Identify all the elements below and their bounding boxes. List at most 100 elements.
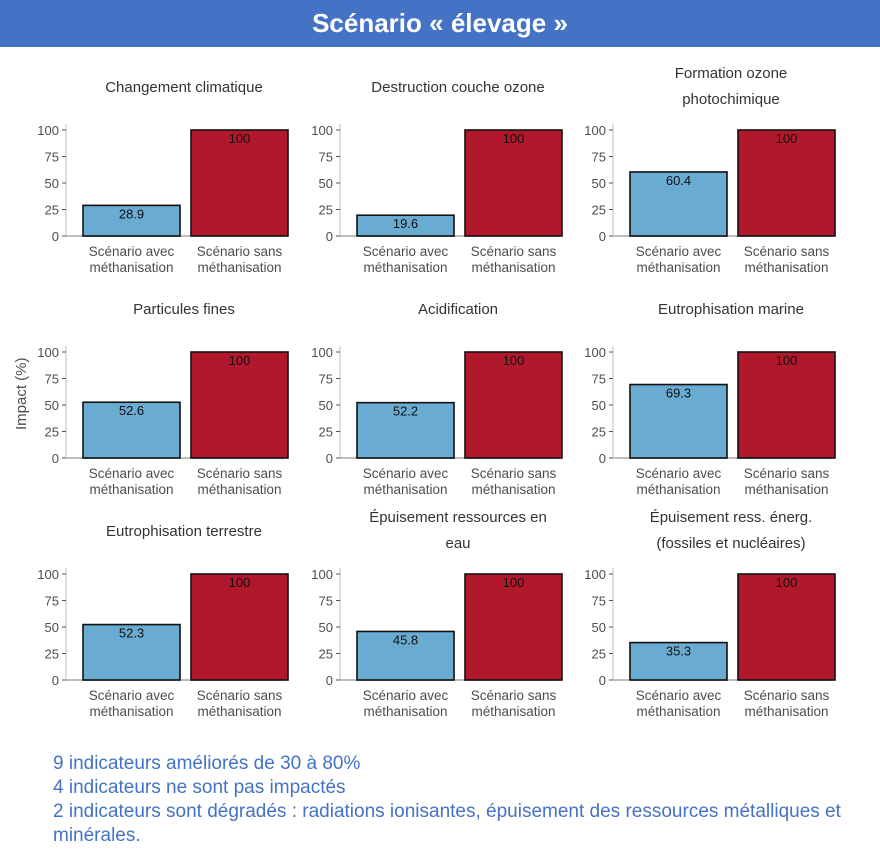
chart-panel: Épuisement ress. énerg. (fossiles et nucl… (584, 509, 836, 719)
chart-title: Changement climatique (105, 79, 263, 96)
x-tick-label: méthanisation (471, 260, 555, 275)
x-tick-label: Scénario sans (197, 244, 283, 259)
y-tick-label: 50 (592, 398, 606, 413)
y-tick-label: 25 (592, 425, 606, 440)
chart-title: Eutrophisation marine (658, 301, 804, 318)
x-tick-label: méthanisation (636, 260, 720, 275)
x-tick-label: Scénario avec (89, 466, 175, 481)
bar-value-label: 52.6 (119, 403, 144, 418)
bar-value-label: 100 (776, 353, 798, 368)
x-tick-label: méthanisation (89, 704, 173, 719)
y-tick-label: 50 (592, 176, 606, 191)
note-unaffected: 4 indicateurs ne sont pas impactés (53, 777, 346, 798)
chart-panel: Changement climatique 0 25 50 75 100 28.9 Scéna… (37, 79, 289, 275)
chart-panel: Eutrophisation marine 0 25 50 75 100 69.3 Scéna… (584, 301, 836, 497)
x-tick-label: Scénario sans (744, 466, 830, 481)
x-tick-label: Scénario avec (363, 466, 449, 481)
bar-value-label: 100 (776, 575, 798, 590)
chart-panel: Épuisement ressources en eau 0 25 50 75 100 45.… (311, 509, 563, 719)
x-tick-label: Scénario sans (197, 466, 283, 481)
x-tick-label: Scénario sans (744, 688, 830, 703)
y-tick-label: 25 (45, 647, 59, 662)
y-tick-label: 100 (311, 567, 333, 582)
y-tick-label: 100 (311, 123, 333, 138)
bar-without-methanisation (190, 573, 289, 681)
y-tick-label: 50 (319, 176, 333, 191)
x-tick-label: Scénario sans (744, 244, 830, 259)
bar-with-methanisation (356, 630, 455, 681)
y-tick-label: 75 (592, 372, 606, 387)
bar-without-methanisation (190, 129, 289, 237)
y-tick-label: 75 (319, 150, 333, 165)
x-tick-label: méthanisation (636, 482, 720, 497)
y-tick-label: 25 (319, 425, 333, 440)
x-tick-label: Scénario avec (636, 466, 722, 481)
y-tick-label: 75 (592, 150, 606, 165)
y-tick-label: 75 (319, 372, 333, 387)
note-degraded: 2 indicateurs sont dégradés : radiations… (53, 801, 841, 846)
y-tick-label: 50 (319, 620, 333, 635)
x-tick-label: méthanisation (471, 482, 555, 497)
y-tick-label: 75 (45, 372, 59, 387)
x-tick-label: méthanisation (744, 482, 828, 497)
x-tick-label: Scénario sans (471, 688, 557, 703)
y-tick-label: 100 (311, 345, 333, 360)
chart-panel: Acidification 0 25 50 75 100 52.2 Scénario avec… (311, 301, 563, 497)
bar-without-methanisation (464, 129, 563, 237)
x-tick-label: Scénario avec (89, 688, 175, 703)
bar-with-methanisation (356, 401, 455, 459)
x-tick-label: méthanisation (197, 260, 281, 275)
bar-value-label: 19.6 (393, 216, 418, 231)
x-tick-label: méthanisation (471, 704, 555, 719)
x-tick-label: Scénario sans (471, 244, 557, 259)
y-tick-label: 25 (45, 425, 59, 440)
y-tick-label: 75 (319, 594, 333, 609)
y-tick-label: 25 (45, 203, 59, 218)
y-tick-label: 75 (592, 594, 606, 609)
x-tick-label: méthanisation (197, 704, 281, 719)
chart-title: Destruction couche ozone (371, 79, 544, 96)
y-tick-label: 25 (592, 203, 606, 218)
bar-without-methanisation (737, 129, 836, 237)
y-tick-label: 25 (592, 647, 606, 662)
bar-value-label: 28.9 (119, 206, 144, 221)
bar-value-label: 100 (503, 353, 525, 368)
x-tick-label: méthanisation (363, 704, 447, 719)
charts-grid: Changement climatique 0 25 50 75 100 28.9 Scéna… (37, 65, 836, 719)
chart-title: Épuisement ress. énerg. (650, 509, 813, 526)
y-tick-label: 100 (37, 345, 59, 360)
y-tick-label: 50 (45, 176, 59, 191)
y-tick-label: 0 (326, 451, 333, 466)
x-tick-label: Scénario avec (89, 244, 175, 259)
bar-value-label: 100 (229, 353, 251, 368)
y-tick-label: 100 (584, 567, 606, 582)
bar-value-label: 35.3 (666, 644, 691, 659)
y-tick-label: 50 (319, 398, 333, 413)
y-tick-label: 0 (599, 229, 606, 244)
chart-panel: Destruction couche ozone 0 25 50 75 100 19.6 Sc… (311, 79, 563, 275)
x-tick-label: méthanisation (744, 704, 828, 719)
y-tick-label: 100 (584, 345, 606, 360)
bar-value-label: 52.2 (393, 404, 418, 419)
bar-with-methanisation (356, 214, 455, 237)
chart-title: Formation ozone (675, 65, 788, 82)
y-tick-label: 75 (45, 150, 59, 165)
page-title: Scénario « élevage » (0, 0, 880, 47)
y-tick-label: 50 (45, 620, 59, 635)
x-tick-label: Scénario avec (636, 244, 722, 259)
bar-without-methanisation (737, 351, 836, 459)
y-tick-label: 100 (584, 123, 606, 138)
x-tick-label: méthanisation (363, 482, 447, 497)
notes: 9 indicateurs améliorés de 30 à 80% 4 in… (53, 752, 853, 848)
bar-without-methanisation (464, 573, 563, 681)
bar-without-methanisation (190, 351, 289, 459)
x-tick-label: méthanisation (89, 482, 173, 497)
y-tick-label: 0 (326, 673, 333, 688)
y-tick-label: 0 (52, 229, 59, 244)
x-tick-label: méthanisation (197, 482, 281, 497)
bar-value-label: 69.3 (666, 386, 691, 401)
chart-title: photochimique (682, 91, 780, 108)
chart-title: (fossiles et nucléaires) (656, 535, 805, 552)
chart-panel: Particules fines 0 25 50 75 100 52.6 Scénario a… (37, 301, 289, 497)
bar-with-methanisation (629, 171, 728, 237)
